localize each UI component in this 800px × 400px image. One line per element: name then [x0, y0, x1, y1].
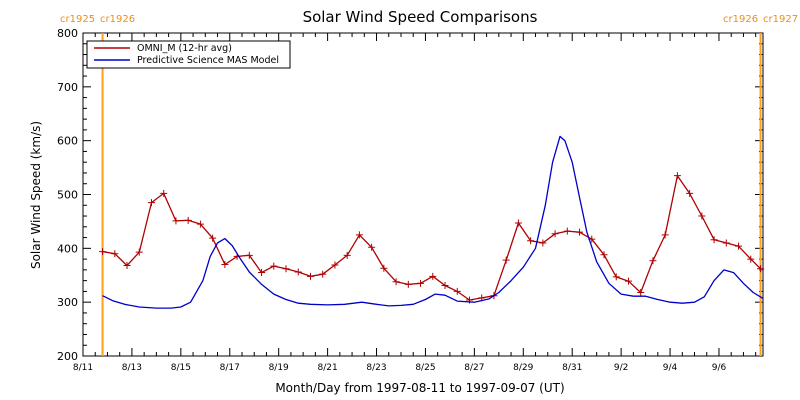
x-tick-label: 8/15 — [171, 363, 191, 373]
data-point — [600, 251, 608, 259]
plot-frame — [82, 32, 764, 357]
data-point — [453, 287, 461, 295]
x-tick-label: 9/6 — [712, 363, 727, 373]
data-point — [757, 265, 765, 273]
data-point — [184, 216, 192, 224]
y-tick-label: 800 — [57, 27, 78, 40]
y-axis: 200 300 400 500 600 700 800 — [57, 27, 763, 363]
data-point — [355, 231, 363, 239]
carrington-lines — [101, 33, 762, 356]
data-point — [392, 278, 400, 286]
data-point — [147, 199, 155, 207]
data-point — [661, 231, 669, 239]
data-point — [710, 236, 718, 244]
series-layer — [99, 135, 765, 309]
data-point — [417, 279, 425, 287]
x-tick-label: 8/31 — [562, 363, 582, 373]
legend-label-omni: OMNI_M (12-hr avg) — [137, 43, 232, 54]
legend: OMNI_M (12-hr avg) Predictive Science MA… — [86, 40, 291, 69]
x-tick-label: 8/23 — [366, 363, 386, 373]
carrington-label: cr1925 — [60, 14, 95, 25]
data-point — [368, 243, 376, 251]
data-point — [209, 234, 217, 242]
y-tick-label: 600 — [57, 135, 78, 148]
data-point — [196, 220, 204, 228]
data-point — [123, 262, 131, 270]
data-point — [221, 260, 229, 268]
data-point — [551, 230, 559, 238]
data-point — [160, 189, 168, 197]
x-tick-label: 8/13 — [122, 363, 142, 373]
data-point — [686, 189, 694, 197]
data-point — [111, 250, 119, 258]
y-tick-label: 700 — [57, 81, 78, 94]
data-point — [172, 217, 180, 225]
data-point — [294, 268, 302, 276]
data-point — [380, 264, 388, 272]
data-point — [514, 219, 522, 227]
y-tick-label: 200 — [57, 350, 78, 363]
chart-title: Solar Wind Speed Comparisons — [303, 8, 538, 26]
data-point — [331, 261, 339, 269]
data-point — [576, 228, 584, 236]
x-tick-label: 8/11 — [73, 363, 93, 373]
data-point — [502, 256, 510, 264]
data-point — [735, 242, 743, 250]
data-point — [698, 212, 706, 220]
series-line-0 — [102, 175, 762, 301]
data-point — [637, 288, 645, 296]
carrington-label: cr1926 — [723, 14, 758, 25]
x-axis-label: Month/Day from 1997-08-11 to 1997-09-07 … — [275, 381, 564, 395]
data-point — [649, 257, 657, 265]
data-point — [429, 272, 437, 280]
data-point — [673, 172, 681, 180]
data-point — [282, 265, 290, 273]
x-axis: 8/11 8/13 8/15 8/17 8/19 8/21 8/23 8/25 8/27 8/29… — [73, 33, 757, 373]
data-point — [722, 239, 730, 247]
data-point — [245, 251, 253, 259]
data-point — [306, 272, 314, 280]
y-tick-label: 500 — [57, 189, 78, 202]
data-point — [441, 281, 449, 289]
carrington-labels: cr1925 cr1926 cr1926 cr1927 — [60, 14, 798, 25]
y-tick-label: 400 — [57, 242, 78, 255]
legend-label-mas: Predictive Science MAS Model — [137, 55, 279, 66]
data-point — [612, 273, 620, 281]
x-tick-label: 8/25 — [415, 363, 435, 373]
carrington-label: cr1927 — [763, 14, 798, 25]
data-point — [343, 251, 351, 259]
x-tick-label: 8/27 — [464, 363, 484, 373]
x-tick-label: 8/19 — [269, 363, 289, 373]
data-point — [563, 227, 571, 235]
y-axis-label: Solar Wind Speed (km/s) — [29, 121, 43, 269]
data-point — [527, 237, 535, 245]
data-point — [539, 239, 547, 247]
x-tick-label: 9/4 — [663, 363, 678, 373]
data-point — [270, 262, 278, 270]
data-point — [258, 269, 266, 277]
data-point — [99, 248, 107, 256]
y-tick-label: 300 — [57, 296, 78, 309]
carrington-label: cr1926 — [100, 14, 135, 25]
series-line-1 — [102, 135, 764, 309]
data-point — [624, 277, 632, 285]
legend-box — [86, 40, 291, 69]
data-point — [319, 270, 327, 278]
data-point — [135, 248, 143, 256]
x-tick-label: 9/2 — [614, 363, 628, 373]
data-point — [404, 280, 412, 288]
x-tick-label: 8/17 — [220, 363, 240, 373]
x-tick-label: 8/21 — [317, 363, 337, 373]
data-point — [747, 255, 755, 263]
x-tick-label: 8/29 — [513, 363, 533, 373]
